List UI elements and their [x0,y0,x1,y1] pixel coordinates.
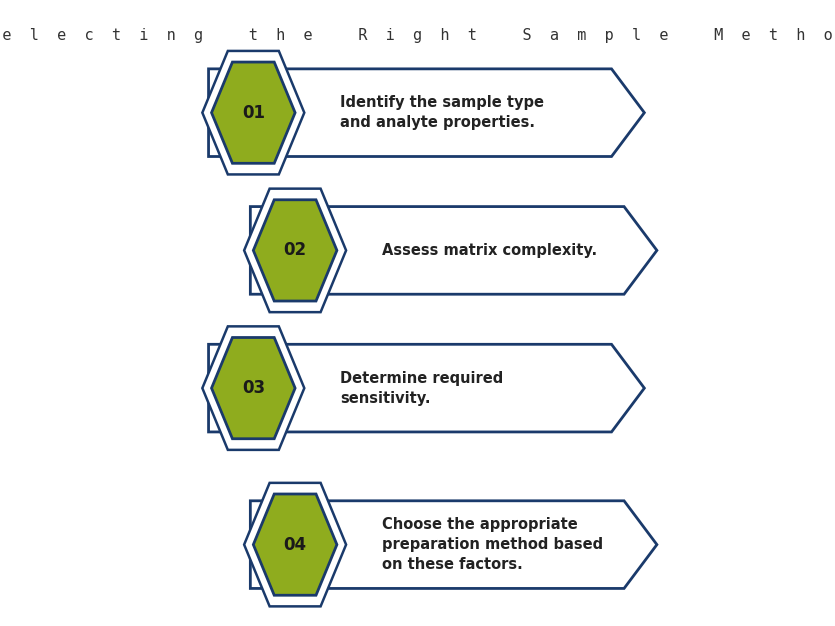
Text: Assess matrix complexity.: Assess matrix complexity. [382,243,597,258]
Polygon shape [211,62,295,163]
Text: Identify the sample type
and analyte properties.: Identify the sample type and analyte pro… [340,95,544,130]
Polygon shape [211,337,295,439]
Polygon shape [250,501,657,588]
Polygon shape [244,483,346,607]
Polygon shape [202,51,304,175]
Text: 04: 04 [284,536,306,553]
Text: 02: 02 [284,242,306,259]
Polygon shape [202,326,304,450]
Polygon shape [244,188,346,312]
Polygon shape [250,207,657,294]
Polygon shape [253,200,337,301]
Polygon shape [209,69,645,156]
Text: Choose the appropriate
preparation method based
on these factors.: Choose the appropriate preparation metho… [382,517,603,572]
Text: 03: 03 [242,379,265,397]
Text: 01: 01 [242,104,265,121]
Polygon shape [253,494,337,595]
Text: Determine required
sensitivity.: Determine required sensitivity. [340,371,504,406]
Text: S  e  l  e  c  t  i  n  g     t  h  e     R  i  g  h  t     S  a  m  p  l  e    : S e l e c t i n g t h e R i g h t S a m … [0,28,835,43]
Polygon shape [209,344,645,432]
